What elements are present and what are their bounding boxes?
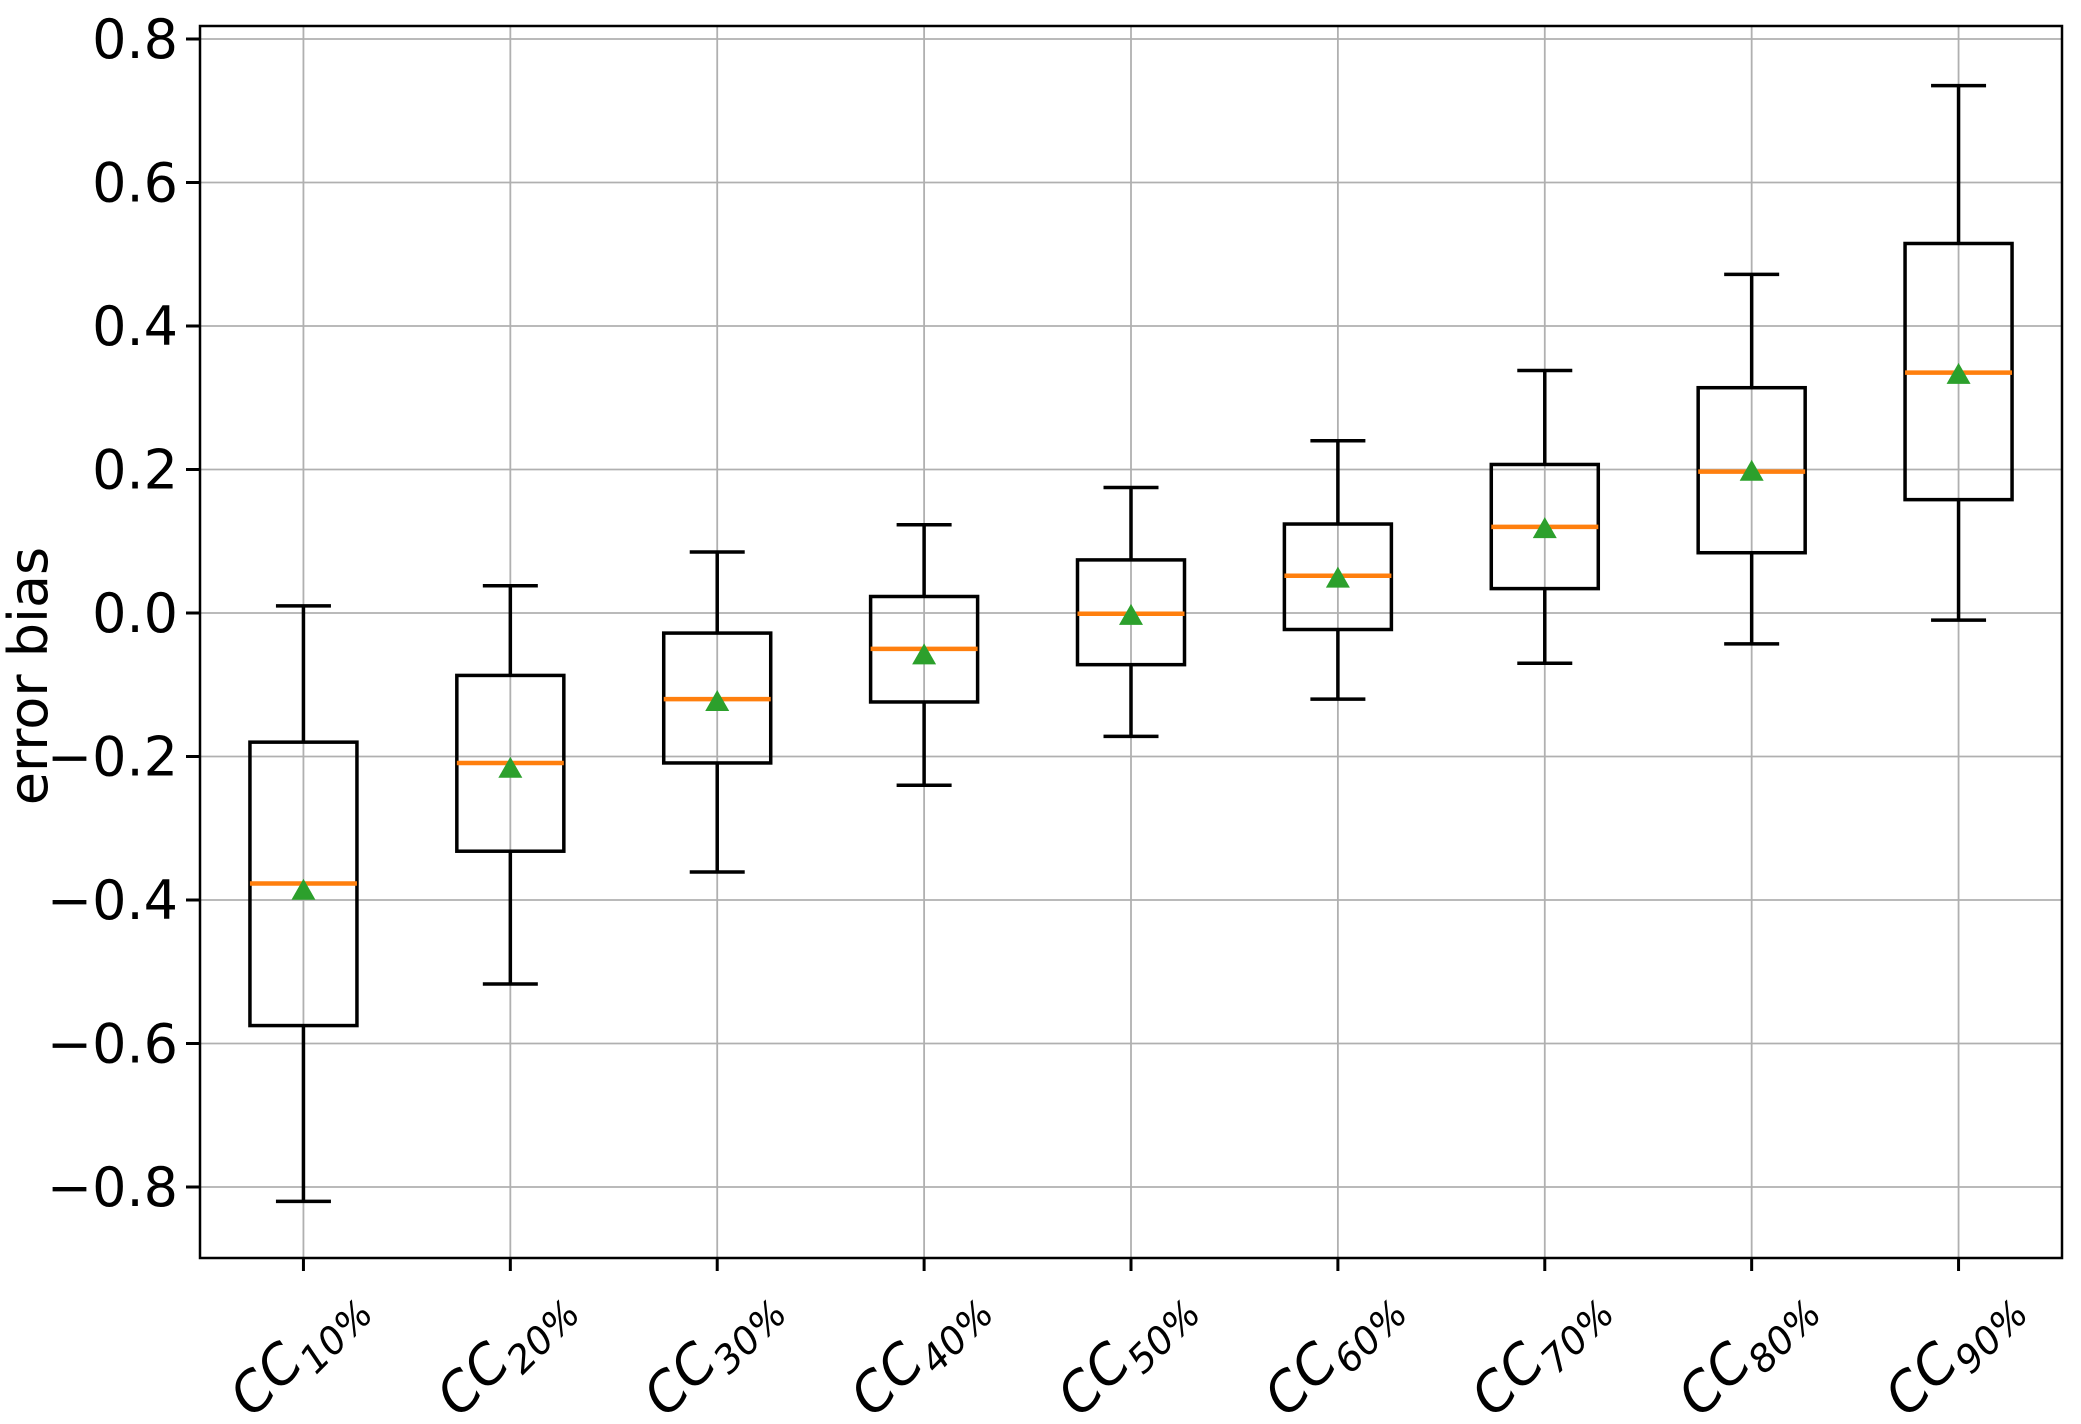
mean-marker xyxy=(1532,517,1557,539)
y-tick-label: 0.4 xyxy=(92,295,178,358)
box-cc50pct xyxy=(1075,485,1187,739)
box-cc60pct xyxy=(1282,439,1394,701)
y-tick-label: 0.0 xyxy=(92,582,178,645)
y-tick-label: −0.2 xyxy=(47,726,178,789)
y-tick-label: −0.4 xyxy=(47,869,178,932)
y-tick-label: 0.6 xyxy=(92,152,178,215)
box-cc10pct xyxy=(248,604,359,1204)
box-cc80pct xyxy=(1696,272,1807,646)
y-tick-label: 0.8 xyxy=(92,8,178,71)
box-cc90pct xyxy=(1903,83,2014,622)
axes-spines xyxy=(198,24,2064,1260)
mean-marker xyxy=(1946,362,1971,384)
mean-marker xyxy=(705,690,730,712)
mean-marker xyxy=(498,756,523,778)
mean-marker xyxy=(1119,603,1143,625)
y-tick-label: 0.2 xyxy=(92,439,178,502)
y-tick-label: −0.8 xyxy=(47,1156,178,1219)
y-tick-label: −0.6 xyxy=(47,1013,178,1076)
mean-marker xyxy=(1739,459,1764,481)
mean-marker xyxy=(1325,566,1350,588)
boxes-layer xyxy=(248,83,2014,1204)
box-cc40pct xyxy=(868,522,980,787)
mean-marker xyxy=(291,878,316,900)
axes-layer xyxy=(186,24,2064,1271)
box-cc30pct xyxy=(661,550,773,874)
mean-marker xyxy=(912,643,937,665)
box-cc20pct xyxy=(455,583,566,986)
y-axis-label: error bias xyxy=(0,547,60,805)
box-cc70pct xyxy=(1489,368,1601,665)
